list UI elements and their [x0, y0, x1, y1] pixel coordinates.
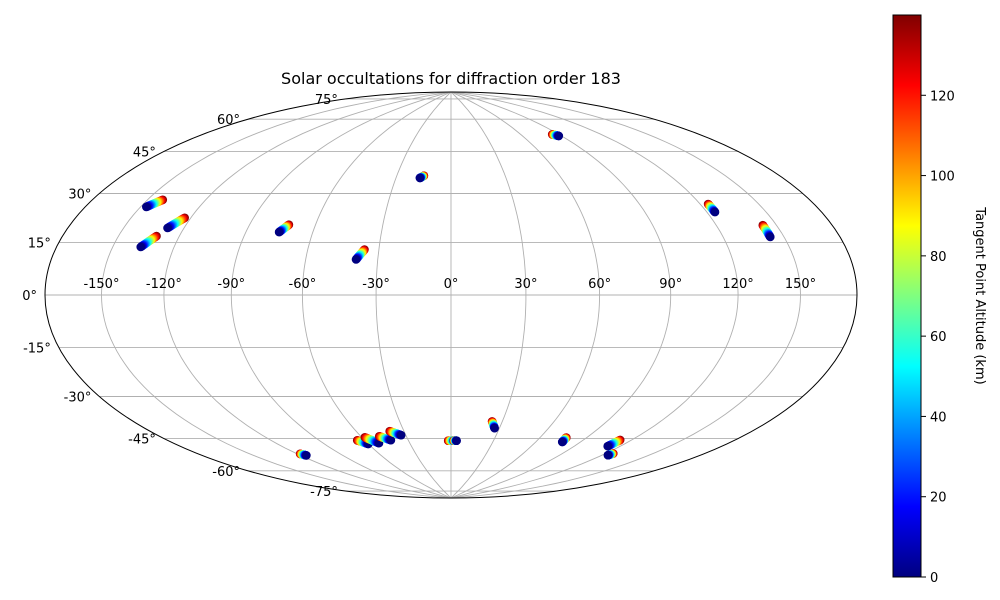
data-point [415, 173, 425, 183]
data-point [554, 131, 564, 141]
colorbar-label: Tangent Point Altitude (km) [972, 206, 987, 384]
y-tick-label: 45° [133, 145, 156, 160]
y-tick-label: -15° [23, 342, 51, 357]
occultation-track [136, 231, 161, 252]
occultation-track [487, 417, 499, 433]
occultation-track [449, 436, 461, 446]
colorbar-tick-label: 0 [930, 571, 938, 586]
data-point [302, 451, 311, 460]
data-point [136, 242, 145, 252]
longitude-tick-labels: -150° -120° -90° -60° -30° 0° 30° 60° 90° 120° 150… [83, 277, 816, 292]
chart-title: Solar occultations for diffraction order… [281, 69, 621, 88]
data-point [274, 227, 284, 237]
x-tick-label: 30° [514, 277, 537, 292]
data-point [386, 435, 396, 445]
x-tick-label: 120° [722, 277, 753, 292]
data-point [766, 232, 775, 242]
x-tick-label: -30° [362, 277, 390, 292]
occultation-track [758, 220, 775, 242]
colorbar-ticks: 0 20 40 60 80 100 120 [921, 89, 955, 586]
colorbar-tick-label: 20 [930, 491, 947, 506]
data-point [163, 223, 172, 233]
occultation-track [557, 433, 571, 447]
latitude-tick-labels: -75° -60° -45° -30° -15° 0° 15° 30° 45° 60° 75° [22, 93, 338, 500]
occultation-track [415, 171, 429, 183]
data-point [396, 430, 406, 440]
y-tick-label: 30° [68, 188, 91, 203]
x-tick-label: 150° [785, 277, 816, 292]
occultation-track [547, 130, 564, 141]
y-tick-label: -30° [64, 391, 92, 406]
data-point [452, 436, 461, 446]
map-boundary [44, 91, 858, 499]
data-point [351, 255, 361, 264]
colorbar-tick-label: 100 [930, 170, 955, 185]
data-point [490, 423, 499, 433]
y-tick-label: -75° [310, 485, 338, 500]
occultation-points [136, 130, 775, 460]
y-tick-label: 15° [28, 236, 51, 251]
x-tick-label: 60° [588, 277, 611, 292]
colorbar [892, 14, 922, 578]
x-tick-label: 90° [659, 277, 682, 292]
occultation-track [142, 195, 168, 212]
x-tick-label: -60° [289, 277, 317, 292]
y-tick-label: 60° [217, 113, 240, 128]
x-tick-label: -150° [83, 277, 119, 292]
colorbar-tick-label: 40 [930, 410, 947, 425]
y-tick-label: 75° [315, 93, 338, 108]
occultation-track [385, 426, 406, 440]
occultation-track [703, 199, 720, 217]
occultation-track [163, 213, 189, 233]
y-tick-label: -45° [128, 433, 156, 448]
occultation-track [274, 220, 294, 237]
x-tick-label: -120° [146, 277, 182, 292]
occultation-track [295, 449, 311, 460]
colorbar-tick-label: 120 [930, 89, 955, 104]
data-point [557, 437, 567, 447]
data-point [603, 441, 612, 451]
x-tick-label: 0° [444, 277, 459, 292]
x-tick-label: -90° [217, 277, 245, 292]
data-point [710, 207, 720, 217]
occultation-track [603, 449, 618, 460]
occultation-track [351, 245, 369, 264]
occultation-track [374, 432, 396, 445]
colorbar-tick-label: 80 [930, 250, 947, 265]
data-point [142, 202, 151, 212]
occultation-track [603, 435, 625, 451]
y-tick-label: 0° [22, 289, 37, 304]
data-point [603, 450, 613, 460]
y-tick-label: -60° [212, 465, 240, 480]
colorbar-tick-label: 60 [930, 330, 947, 345]
